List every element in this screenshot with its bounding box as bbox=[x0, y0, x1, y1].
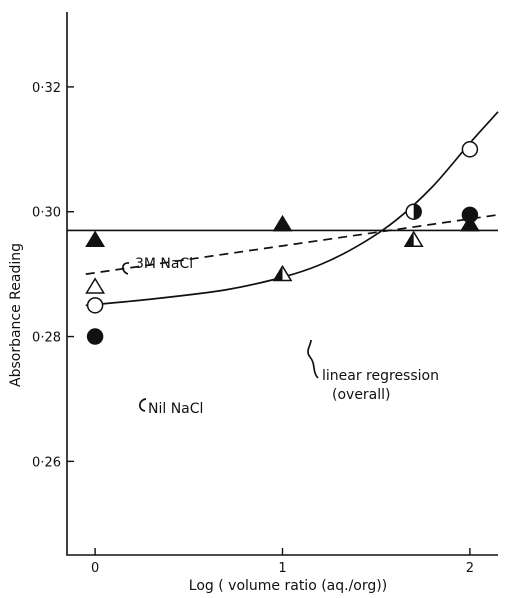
y-tick-label: 0·28 bbox=[32, 331, 61, 346]
markers bbox=[85, 141, 480, 345]
line-2 bbox=[85, 111, 499, 307]
triangle-shape bbox=[272, 214, 293, 232]
triangle-shape bbox=[459, 214, 480, 232]
circle-shape bbox=[86, 328, 104, 345]
marker-filled-triangle bbox=[85, 230, 106, 247]
marker-filled-triangle bbox=[459, 214, 480, 232]
y-axis-label: Absorbance Reading bbox=[8, 243, 24, 387]
circle-half-fill bbox=[413, 204, 422, 220]
marker-half-triangle bbox=[272, 264, 293, 282]
pointer-3m-nacl bbox=[122, 262, 130, 275]
x-tick-label: 0 bbox=[91, 561, 99, 576]
circle-shape bbox=[461, 206, 479, 224]
label-linear-regression: linear regression (overall) bbox=[322, 368, 439, 403]
x-tick-label: 1 bbox=[278, 561, 286, 576]
triangle-shape bbox=[85, 230, 106, 247]
marker-open-triangle bbox=[85, 277, 106, 294]
pointer-nil-nacl bbox=[139, 398, 147, 412]
circle-shape bbox=[461, 141, 479, 158]
line-1 bbox=[85, 214, 499, 275]
marker-half-triangle bbox=[403, 230, 424, 247]
marker-half-circle bbox=[405, 203, 422, 220]
circle-shape bbox=[86, 297, 104, 314]
x-axis-label: Log ( volume ratio (aq./org)) bbox=[189, 578, 387, 594]
pointer-linear-regression bbox=[307, 339, 319, 379]
triangle-half-fill bbox=[273, 266, 283, 281]
marker-filled-circle bbox=[86, 328, 104, 345]
x-tick-label: 2 bbox=[466, 561, 474, 576]
y-tick-label: 0·32 bbox=[32, 81, 61, 96]
label-3m-nacl: 3M NaCl bbox=[135, 256, 193, 272]
label-nil-nacl: Nil NaCl bbox=[148, 401, 203, 417]
axes: 0·26 0·28 0·30 0·32 0 1 2 bbox=[32, 12, 498, 576]
triangle-half-fill bbox=[405, 231, 414, 247]
marker-filled-circle bbox=[461, 206, 479, 224]
marker-filled-triangle bbox=[272, 214, 293, 232]
marker-open-circle bbox=[86, 297, 104, 314]
triangle-shape bbox=[85, 277, 106, 294]
y-tick-label: 0·26 bbox=[32, 455, 61, 470]
marker-open-circle bbox=[461, 141, 479, 158]
y-tick-label: 0·30 bbox=[32, 206, 61, 221]
axis-lines bbox=[66, 12, 498, 556]
